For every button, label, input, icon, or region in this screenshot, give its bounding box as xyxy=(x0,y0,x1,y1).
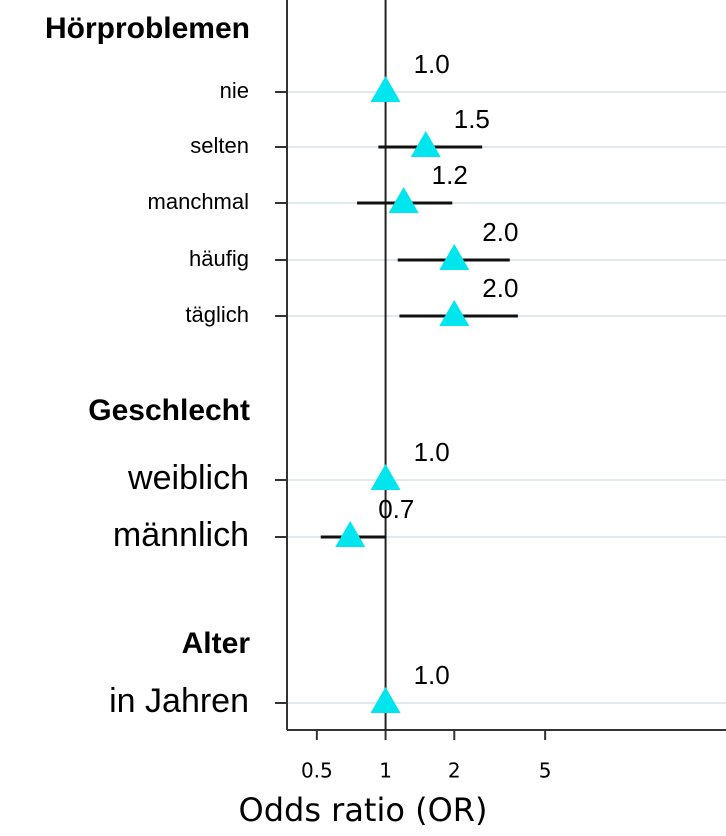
y-tick-label: nie xyxy=(220,78,249,103)
value-label: 1.5 xyxy=(454,104,490,134)
estimate-marker xyxy=(371,464,401,490)
y-tick-label: manchmal xyxy=(148,189,249,214)
group-header: Geschlecht xyxy=(88,394,250,427)
x-tick-label: 5 xyxy=(539,759,552,783)
y-tick-label: männlich xyxy=(113,516,249,554)
x-tick-label: 2 xyxy=(448,759,461,783)
group-header: Alter xyxy=(182,627,251,660)
y-tick-label: täglich xyxy=(185,302,249,327)
value-label: 2.0 xyxy=(482,217,518,247)
y-tick-label: in Jahren xyxy=(109,682,249,720)
estimate-marker xyxy=(389,187,419,213)
estimate-marker xyxy=(335,521,365,547)
x-tick-label: 1 xyxy=(379,759,392,783)
value-label: 0.7 xyxy=(378,494,414,524)
page: Odds ratio (OR) Hörproblemen nie selten man… xyxy=(0,0,726,836)
estimate-marker xyxy=(439,244,469,270)
estimate-marker xyxy=(371,687,401,713)
x-axis-label: Odds ratio (OR) xyxy=(239,791,488,829)
value-label: 1.0 xyxy=(414,437,450,467)
estimate-marker xyxy=(439,300,469,326)
value-label: 1.0 xyxy=(414,49,450,79)
estimate-marker xyxy=(371,76,401,102)
x-tick-label: 0.5 xyxy=(301,759,333,783)
value-label: 2.0 xyxy=(482,273,518,303)
chart: Odds ratio (OR) Hörproblemen nie selten man… xyxy=(0,0,726,836)
group-header: Hörproblemen xyxy=(45,12,250,45)
y-tick-label: weiblich xyxy=(127,459,249,497)
value-label: 1.0 xyxy=(414,660,450,690)
estimate-marker xyxy=(411,131,441,157)
y-tick-label: selten xyxy=(190,133,249,158)
y-tick-label: häufig xyxy=(189,246,249,271)
value-label: 1.2 xyxy=(432,160,468,190)
